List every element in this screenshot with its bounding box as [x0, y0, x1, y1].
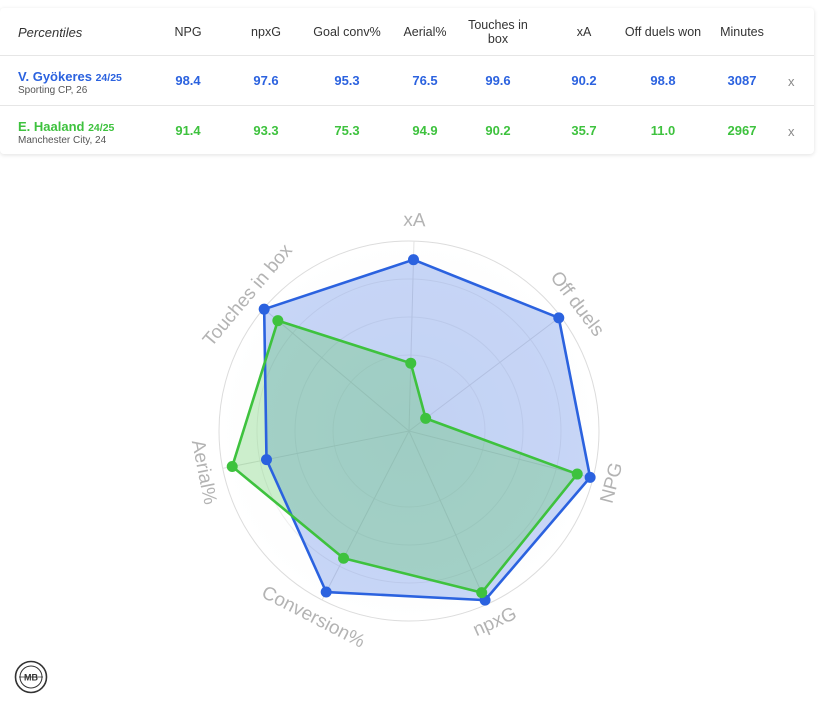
player-club: Sporting CP, 26 — [18, 85, 88, 96]
table-cell: 35.7 — [571, 123, 597, 138]
table-cell: 98.8 — [650, 73, 676, 88]
table-cell: 76.5 — [412, 73, 438, 88]
table-cell: 99.6 — [485, 73, 511, 88]
table-cell: 91.4 — [175, 123, 201, 138]
player-name: E. Haaland 24/25 — [18, 119, 115, 134]
mb-logo-icon: MB — [14, 660, 48, 694]
series-point[interactable] — [226, 461, 238, 473]
radar-spoke — [408, 430, 594, 479]
axis-label: NPG — [597, 460, 628, 505]
column-header[interactable]: Minutes — [720, 24, 764, 39]
remove-player-button[interactable]: x — [788, 74, 795, 89]
series-area — [232, 320, 578, 593]
table-cell: 11.0 — [650, 123, 676, 138]
series-point[interactable] — [272, 315, 284, 327]
series-point[interactable] — [476, 587, 488, 599]
player-club: Manchester City, 24 — [18, 135, 107, 146]
radar-spoke — [321, 430, 410, 601]
table-cell: 90.2 — [485, 123, 511, 138]
remove-player-button[interactable]: x — [788, 124, 795, 139]
table-title: Percentiles — [18, 25, 83, 40]
radar-grid-ring — [332, 354, 486, 508]
series-point[interactable] — [258, 303, 270, 315]
player-row-2: E. Haaland 24/25 Manchester City, 24 91.… — [0, 105, 814, 155]
table-cell: 90.2 — [571, 73, 597, 88]
series-point[interactable] — [405, 357, 417, 369]
series-point[interactable] — [420, 412, 432, 424]
percentiles-table: Percentiles NPG npxG Goal conv% Aerial% Touc… — [0, 8, 814, 154]
radar-spoke — [408, 430, 488, 605]
column-header[interactable]: npxG — [251, 24, 281, 39]
series-point[interactable] — [571, 468, 583, 480]
column-header[interactable]: Aerial% — [403, 24, 447, 39]
radar-spoke — [408, 241, 415, 432]
series-line — [230, 319, 579, 594]
table-cell: 2967 — [727, 123, 757, 138]
column-header[interactable]: NPG — [174, 24, 202, 39]
column-header[interactable]: Touches in box — [468, 17, 528, 46]
axis-label: xA — [403, 210, 426, 232]
series-point[interactable] — [260, 454, 272, 466]
column-header[interactable]: xA — [576, 24, 592, 39]
column-header[interactable]: Off duels won — [624, 24, 702, 39]
series-line — [262, 258, 592, 602]
series-point[interactable] — [320, 586, 332, 598]
table-header-row: Percentiles NPG npxG Goal conv% Aerial% Touc… — [0, 8, 814, 55]
table-cell: 98.4 — [175, 73, 201, 88]
radar-grid-ring — [294, 316, 524, 546]
series-point[interactable] — [553, 312, 565, 324]
axis-label: Aerial% — [187, 438, 221, 506]
table-cell: 97.6 — [253, 73, 279, 88]
table-cell: 94.9 — [412, 123, 438, 138]
series-point[interactable] — [584, 471, 596, 483]
logo-text: MB — [24, 673, 38, 683]
radar-spoke — [222, 430, 410, 469]
table-cell: 95.3 — [334, 73, 360, 88]
table-cell: 3087 — [727, 73, 757, 88]
column-header[interactable]: Goal conv% — [313, 24, 381, 39]
series-point[interactable] — [338, 552, 350, 564]
series-area — [264, 259, 591, 601]
table-cell: 93.3 — [253, 123, 279, 138]
axis-label: npxG — [470, 603, 520, 641]
player-name: V. Gyökeres 24/25 — [18, 69, 122, 84]
radar-spoke — [408, 316, 561, 432]
table-cell: 75.3 — [334, 123, 360, 138]
player-row-1: V. Gyökeres 24/25 Sporting CP, 26 98.4 97… — [0, 55, 814, 106]
radar-grid-ring — [256, 278, 562, 584]
series-point[interactable] — [407, 254, 419, 266]
radar-spoke — [263, 308, 410, 432]
